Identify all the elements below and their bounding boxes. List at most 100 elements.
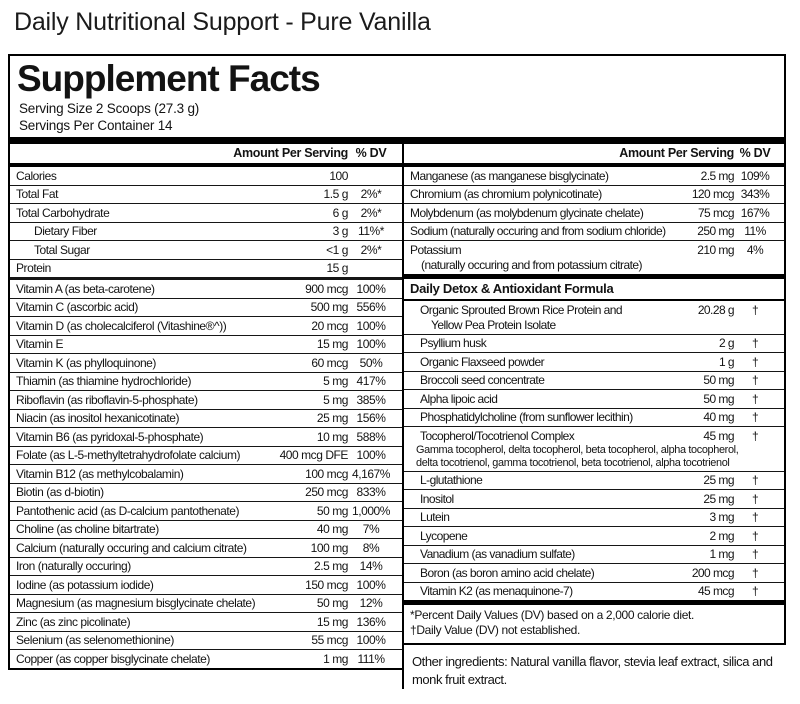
row-percent-dv: †	[751, 528, 759, 543]
table-row: Alpha lipoic acid 50 mg †	[404, 390, 784, 409]
table-row: Chromium (as chromium polynicotinate) 120…	[404, 186, 784, 204]
row-amount: 15 mg	[316, 614, 349, 629]
row-amount: 100 mcg	[305, 466, 348, 481]
row-amount: 200 mcg	[691, 565, 735, 580]
left-column-header: Amount Per Serving % DV	[10, 144, 402, 167]
row-percent-dv: 100%	[356, 337, 386, 351]
row-amount: 15 mg	[316, 337, 349, 351]
row-nutrient-name: Niacin (as inositol hexanicotinate)	[16, 411, 180, 425]
table-row: Lycopene 2 mg †	[404, 527, 784, 546]
row-amount: 50 mg	[703, 373, 734, 387]
table-row: Inositol 25 mg †	[404, 490, 784, 509]
percent-dv-header: % DV	[739, 146, 771, 160]
table-row: Sodium (naturally occuring and from sodi…	[404, 223, 784, 241]
table-row: Tocopherol/Tocotrienol Complex 45 mg † Gamm…	[404, 427, 784, 472]
row-percent-dv: 111%	[357, 651, 385, 666]
row-nutrient-name: Boron (as boron amino acid chelate)	[420, 565, 595, 580]
header-divider-bar	[10, 137, 784, 144]
columns-container: Amount Per Serving % DV Calories 100 Total…	[8, 144, 786, 689]
left-column: Amount Per Serving % DV Calories 100 Total…	[8, 144, 402, 670]
page-title: Daily Nutritional Support - Pure Vanilla	[14, 8, 431, 36]
right-rows-table: Manganese (as manganese bisglycinate) 2.5…	[404, 167, 784, 274]
row-nutrient-name: Vitamin B12 (as methylcobalamin)	[16, 466, 184, 481]
row-amount: 25 mg	[703, 491, 734, 506]
table-row: Vitamin C (ascorbic acid) 500 mg 556%	[10, 299, 402, 317]
row-percent-dv: †	[751, 510, 759, 524]
table-row: Pantothenic acid (as D-calcium pantothen…	[10, 502, 402, 521]
table-row: Niacin (as inositol hexanicotinate) 25 mg…	[10, 410, 402, 428]
row-percent-dv: †	[751, 565, 759, 580]
row-nutrient-name: Dietary Fiber	[34, 224, 97, 238]
row-percent-dv: 417%	[356, 374, 386, 388]
table-row: Thiamin (as thiamine hydrochloride) 5 mg 4…	[10, 373, 402, 391]
row-sub-detail: delta tocotrienol, gamma tocotrienol, be…	[416, 456, 730, 469]
row-nutrient-name: Riboflavin (as riboflavin-5-phosphate)	[16, 392, 198, 407]
row-nutrient-name: Vitamin K2 (as menaquinone-7)	[420, 584, 573, 598]
row-amount: 45 mcg	[697, 584, 735, 598]
row-nutrient-name: Biotin (as d-biotin)	[16, 485, 104, 499]
row-amount: 60 mcg	[311, 355, 348, 370]
amount-per-serving-header: Amount Per Serving	[619, 146, 734, 160]
percent-dv-header: % DV	[355, 146, 387, 160]
row-nutrient-name: Lycopene	[420, 528, 468, 543]
table-row: Potassium (naturally occuring and from po…	[404, 241, 784, 274]
row-nutrient-name: Total Sugar	[34, 242, 90, 257]
row-percent-dv: 2%*	[360, 187, 382, 201]
row-nutrient-name: Vitamin B6 (as pyridoxal-5-phosphate)	[16, 429, 204, 444]
row-nutrient-name: Folate (as L-5-methyltetrahydrofolate ca…	[16, 448, 241, 462]
row-amount: 1 mg	[323, 651, 348, 666]
row-percent-dv: 11%*	[358, 224, 384, 238]
row-nutrient-name: Vitamin K (as phylloquinone)	[16, 355, 156, 370]
table-row: Lutein 3 mg †	[404, 509, 784, 527]
table-row: Vitamin D (as cholecalciferol (Vitashine…	[10, 317, 402, 336]
row-amount: 20 mcg	[311, 318, 348, 333]
row-amount: 45 mg	[703, 428, 734, 443]
row-amount: 150 mcg	[305, 577, 348, 592]
row-percent-dv: 100%	[356, 318, 386, 333]
row-percent-dv: 100%	[356, 577, 386, 592]
row-nutrient-name: Molybdenum (as molybdenum glycinate chel…	[410, 205, 644, 220]
row-nutrient-name: Vitamin D (as cholecalciferol (Vitashine…	[16, 318, 227, 333]
table-row: Molybdenum (as molybdenum glycinate chel…	[404, 204, 784, 223]
row-nutrient-name: L-glutathione	[420, 473, 483, 487]
table-row: Vitamin E 15 mg 100%	[10, 336, 402, 354]
row-percent-dv: 156%	[356, 411, 386, 425]
serving-size-text: Serving Size 2 Scoops (27.3 g)	[19, 101, 200, 116]
servings-per-container-text: Servings Per Container 14	[19, 118, 173, 133]
row-nutrient-name: Iodine (as potassium iodide)	[16, 577, 154, 592]
row-nutrient-name: Zinc (as zinc picolinate)	[16, 614, 131, 629]
amount-per-serving-header: Amount Per Serving	[233, 146, 348, 160]
row-nutrient-name: Manganese (as manganese bisglycinate)	[410, 168, 609, 183]
row-amount: 100 mg	[310, 540, 349, 555]
row-percent-dv: †	[751, 473, 759, 487]
table-row: Magnesium (as magnesium bisglycinate che…	[10, 595, 402, 613]
row-nutrient-name: Sodium (naturally occuring and from sodi…	[410, 224, 666, 238]
other-ingredients-text: Other ingredients: Natural vanilla flavo…	[412, 654, 773, 687]
table-row: Dietary Fiber 3 g 11%*	[10, 223, 402, 241]
row-nutrient-name: Total Fat	[16, 187, 58, 201]
table-row: Total Fat 1.5 g 2%*	[10, 186, 402, 204]
table-row: Calories 100	[10, 167, 402, 186]
row-nutrient-name: Alpha lipoic acid	[420, 391, 498, 406]
row-percent-dv: 8%	[362, 540, 380, 555]
row-amount: 500 mg	[310, 300, 349, 314]
row-nutrient-name: Magnesium (as magnesium bisglycinate che…	[16, 596, 256, 610]
row-amount: 40 mg	[703, 410, 734, 424]
row-nutrient-name: Calories	[16, 168, 57, 183]
row-nutrient-name: Calcium (naturally occuring and calcium …	[16, 540, 247, 555]
row-percent-dv: †	[751, 491, 759, 506]
row-nutrient-name: Protein	[16, 261, 51, 275]
row-amount: 1.5 g	[323, 187, 349, 201]
right-column-box: Amount Per Serving % DV Manganese (as ma…	[404, 144, 786, 645]
row-nutrient-name: Inositol	[420, 491, 454, 506]
row-percent-dv: †	[751, 391, 759, 406]
row-percent-dv: 100%	[356, 633, 386, 647]
row-amount: 20.28 g	[697, 302, 735, 317]
row-percent-dv: †	[751, 373, 759, 387]
row-percent-dv: †	[751, 354, 759, 369]
row-percent-dv: †	[751, 428, 759, 443]
table-row: Psyllium husk 2 g †	[404, 335, 784, 353]
right-column: Amount Per Serving % DV Manganese (as ma…	[402, 144, 786, 689]
right-column-header: Amount Per Serving % DV	[404, 144, 784, 167]
table-row: Calcium (naturally occuring and calcium …	[10, 539, 402, 558]
